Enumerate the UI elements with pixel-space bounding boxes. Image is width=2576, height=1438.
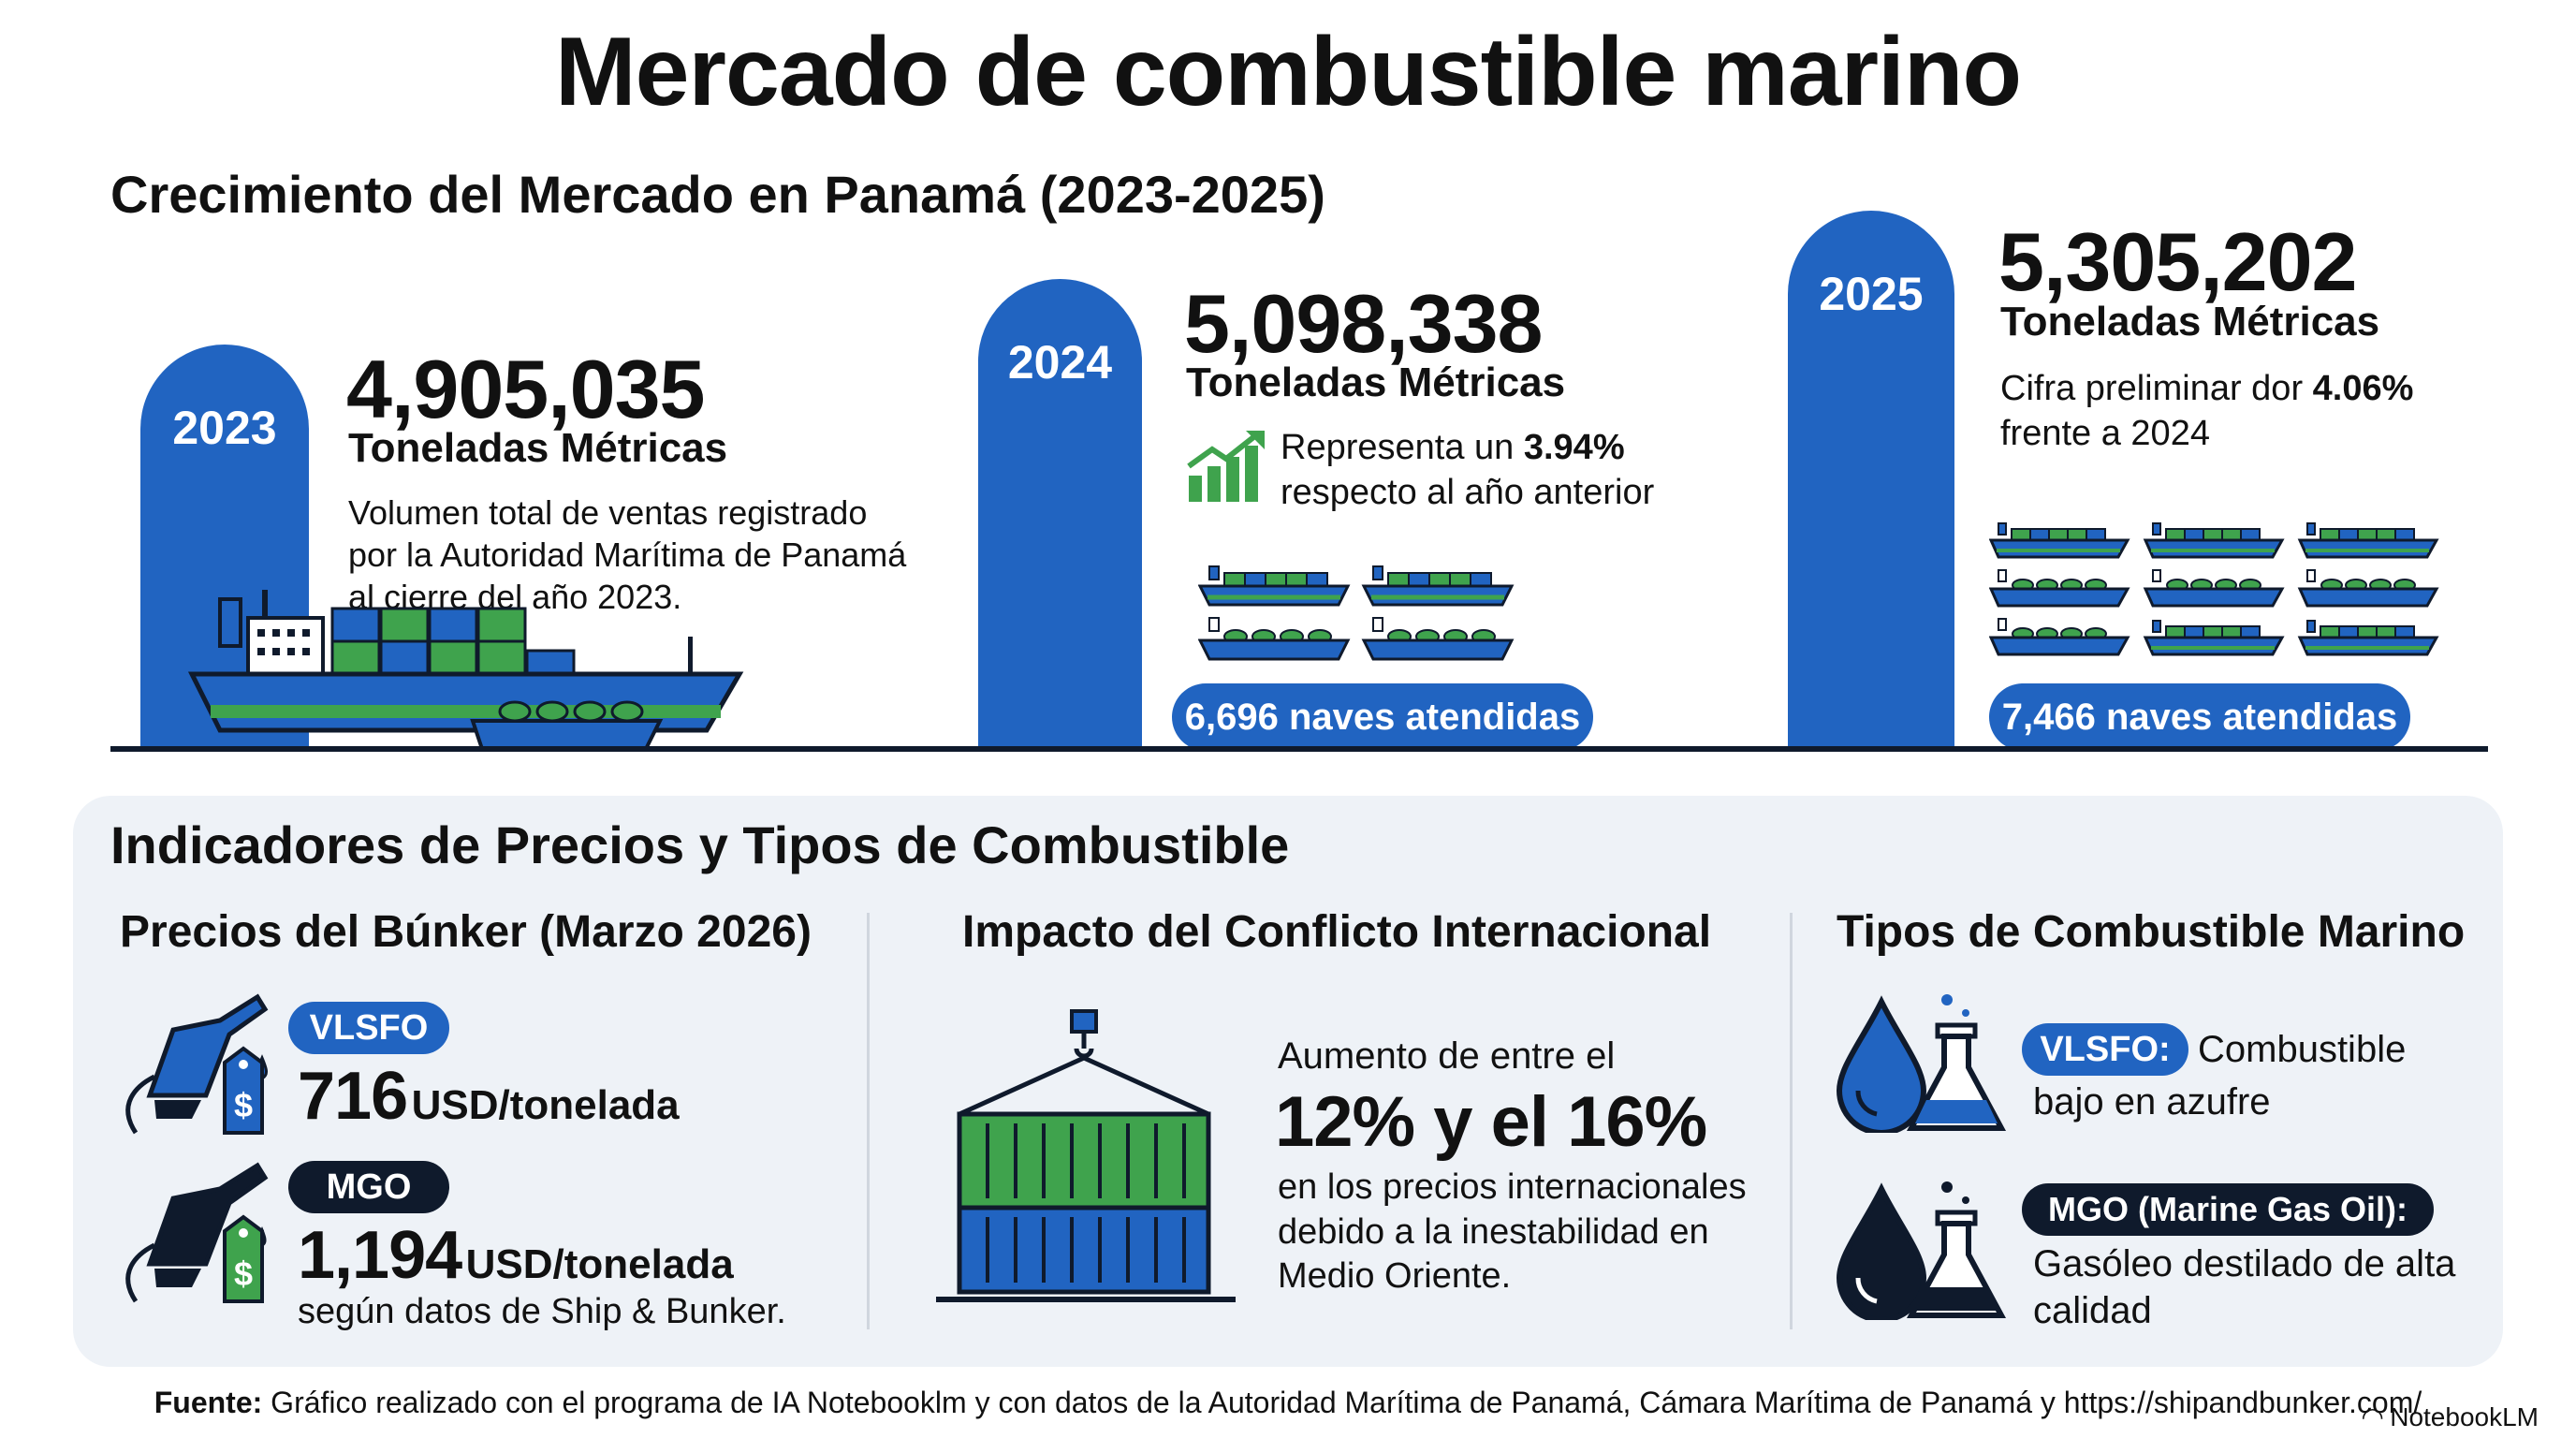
mgo-price: 1,194 USD/tonelada bbox=[298, 1217, 734, 1294]
ships-2025-badge: 7,466 naves atendidas bbox=[1989, 683, 2410, 751]
growth-chart-icon bbox=[1187, 431, 1265, 502]
mgo-type-tag: MGO (Marine Gas Oil): bbox=[2022, 1183, 2434, 1236]
growth-subtitle: Crecimiento del Mercado en Panamá (2023-… bbox=[110, 165, 1325, 224]
flask-icon bbox=[1906, 994, 2007, 1131]
ships-2024-badge: 6,696 naves atendidas bbox=[1172, 683, 1593, 751]
fuel-types-title: Tipos de Combustible Marino bbox=[1837, 907, 2466, 957]
value-2024: 5,098,338 bbox=[1184, 277, 1543, 370]
price-tag-icon: $ bbox=[223, 1214, 264, 1303]
unit-2024: Toneladas Métricas bbox=[1186, 360, 1566, 405]
fuel-nozzle-icon bbox=[125, 1162, 269, 1303]
mgo-type-desc: Gasóleo destilado de alta calidad bbox=[2033, 1243, 2456, 1331]
mgo-price-unit: USD/tonelada bbox=[465, 1241, 734, 1287]
change-2025: Cifra preliminar dor 4.06% frente a 2024 bbox=[2000, 369, 2414, 453]
timeline-baseline bbox=[110, 746, 2488, 752]
year-2024-label: 2024 bbox=[1007, 336, 1113, 389]
container-crane-icon bbox=[936, 1009, 1236, 1302]
vlsfo-type-tag: VLSFO: bbox=[2022, 1023, 2188, 1076]
vlsfo-type-desc-2: bajo en azufre bbox=[2033, 1081, 2271, 1123]
vlsfo-price-value: 716 bbox=[298, 1059, 408, 1134]
flask-icon bbox=[1906, 1181, 2007, 1318]
conflict-range: 12% y el 16% bbox=[1275, 1082, 1707, 1162]
conflict-lead: Aumento de entre el bbox=[1278, 1035, 1616, 1077]
mgo-price-tag: MGO bbox=[288, 1161, 449, 1213]
oil-drop-icon bbox=[1836, 1182, 1927, 1320]
unit-2023: Toneladas Métricas bbox=[348, 425, 728, 471]
vlsfo-price: 716 USD/tonelada bbox=[298, 1058, 680, 1135]
conflict-title: Impacto del Conflicto Internacional bbox=[962, 907, 1712, 957]
indicators-panel bbox=[73, 796, 2503, 1367]
page-title: Mercado de combustible marino bbox=[555, 18, 2022, 126]
svg-text:$: $ bbox=[234, 1255, 253, 1293]
footer-label: Fuente: bbox=[154, 1386, 263, 1419]
value-2023: 4,905,035 bbox=[346, 343, 705, 435]
prices-source-note: según datos de Ship & Bunker. bbox=[298, 1292, 786, 1331]
vlsfo-type-desc-1: Combustible bbox=[2198, 1029, 2407, 1070]
value-2025: 5,305,202 bbox=[1998, 215, 2357, 308]
cargo-ship-icon bbox=[1198, 562, 1526, 661]
cargo-ship-icon bbox=[1989, 521, 2438, 656]
year-2023-label: 2023 bbox=[172, 402, 277, 454]
year-2025-label: 2025 bbox=[1819, 268, 1924, 320]
footer-source: Fuente: Gráfico realizado con el program… bbox=[0, 1386, 2576, 1420]
conflict-text: en los precios internacionales debido a … bbox=[1278, 1167, 1747, 1296]
footer-text: Gráfico realizado con el programa de IA … bbox=[271, 1386, 2422, 1419]
brand-logo: ◠ NotebookLM bbox=[2363, 1401, 2539, 1432]
price-tag-icon: $ bbox=[223, 1046, 264, 1135]
cargo-ship-icon bbox=[187, 590, 744, 751]
change-2024: Representa un 3.94% respecto al año ante… bbox=[1281, 428, 1655, 512]
pillar-2024: 2024 bbox=[978, 279, 1142, 749]
brand-text: NotebookLM bbox=[2390, 1402, 2539, 1431]
unit-2025: Toneladas Métricas bbox=[2000, 299, 2380, 345]
vlsfo-price-tag: VLSFO bbox=[288, 1002, 449, 1054]
column-divider bbox=[1790, 913, 1793, 1329]
pillar-2025: 2025 bbox=[1788, 211, 1954, 749]
vlsfo-price-unit: USD/tonelada bbox=[411, 1082, 680, 1128]
column-divider bbox=[867, 913, 870, 1329]
notebooklm-icon: ◠ bbox=[2362, 1402, 2383, 1431]
oil-drop-icon bbox=[1836, 995, 1927, 1133]
mgo-price-value: 1,194 bbox=[298, 1218, 462, 1293]
change-2024-pct: 3.94% bbox=[1523, 428, 1625, 467]
change-2025-pct: 4.06% bbox=[2312, 369, 2414, 408]
indicators-title: Indicadores de Precios y Tipos de Combus… bbox=[110, 815, 1290, 874]
prices-title: Precios del Búnker (Marzo 2026) bbox=[120, 907, 812, 957]
svg-text:$: $ bbox=[234, 1086, 253, 1124]
